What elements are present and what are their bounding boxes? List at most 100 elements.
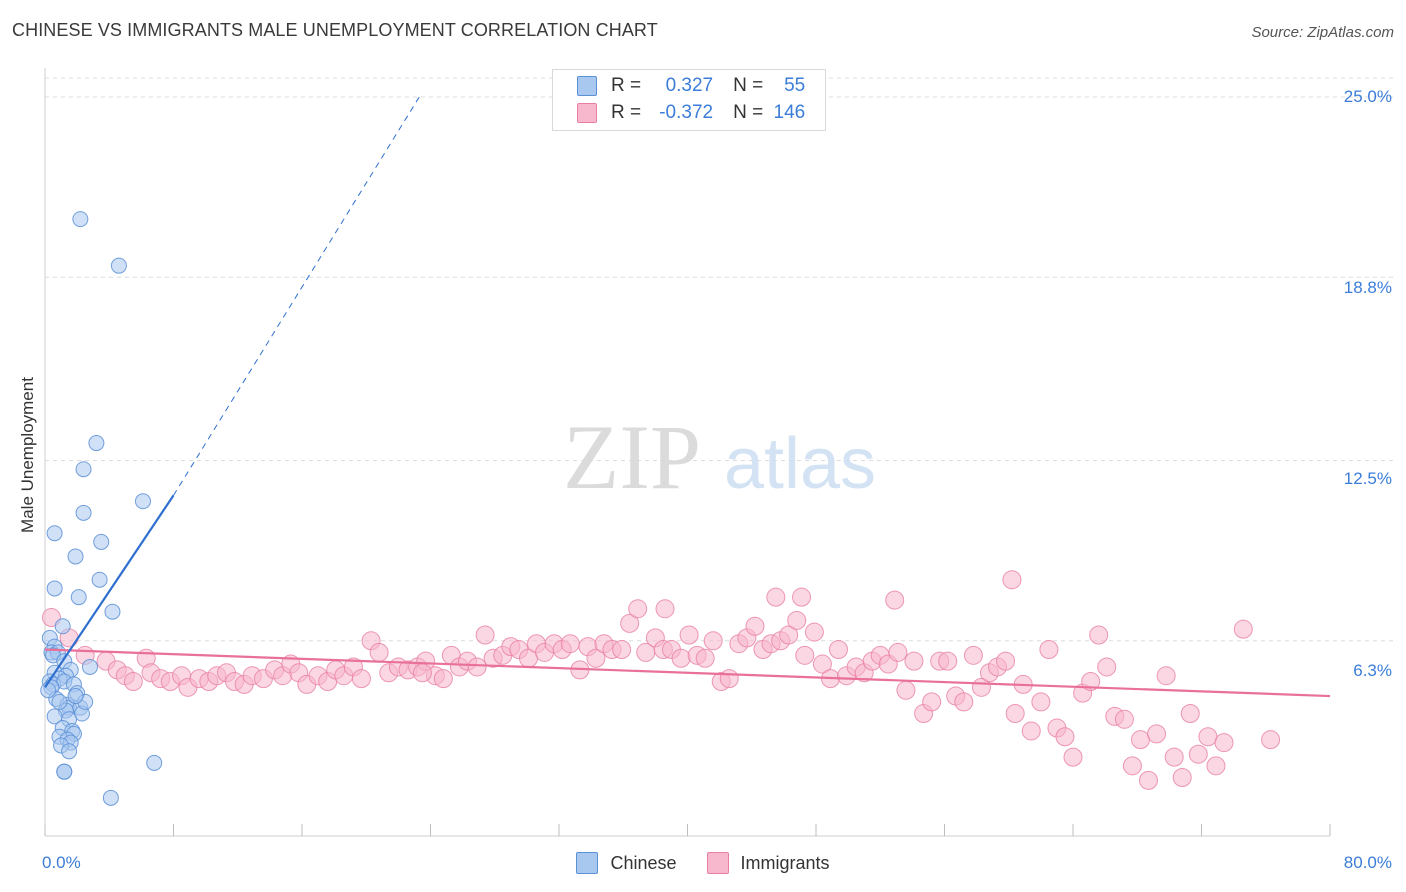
r-label: R = (611, 75, 642, 96)
chinese-point (61, 743, 78, 760)
immigrants-point (1002, 570, 1022, 590)
n-label: N = (733, 75, 764, 96)
chinese-trend-line (44, 494, 175, 688)
y-tick-label: 18.8% (1343, 278, 1392, 297)
chinese-point (91, 571, 108, 588)
chinese-point (75, 461, 92, 478)
immigrants-point (620, 613, 640, 633)
immigrants-point (1089, 625, 1109, 645)
immigrants-point (612, 640, 632, 660)
immigrants-point (679, 625, 699, 645)
immigrants-point (787, 610, 807, 630)
immigrants-point (412, 663, 432, 683)
immigrants-swatch (706, 852, 729, 874)
immigrants-point (1164, 747, 1184, 767)
immigrants-point (467, 657, 487, 677)
immigrants-point (1130, 730, 1150, 750)
immigrants-point (1081, 672, 1101, 692)
chinese-swatch (576, 852, 599, 874)
immigrants-point (896, 680, 916, 700)
immigrants-point (1063, 747, 1083, 767)
immigrants-point (695, 648, 715, 668)
immigrants-point (779, 625, 799, 645)
immigrants-trend-line (44, 648, 1331, 698)
immigrants-point (904, 651, 924, 671)
trend-lines (44, 96, 1331, 698)
immigrants-point (804, 622, 824, 642)
chinese-points (40, 211, 163, 806)
x-tick-label-min: 0.0% (42, 853, 81, 872)
chinese-point (102, 789, 119, 806)
immigrants-points (41, 570, 1281, 790)
immigrants-point (655, 599, 675, 619)
r-value: -0.372 (659, 102, 714, 123)
immigrants-point (1147, 724, 1167, 744)
immigrants-point (1233, 619, 1253, 639)
chinese-point (134, 493, 151, 510)
immigrants-point (1156, 666, 1176, 686)
immigrants-point (963, 645, 983, 665)
watermark-zip: ZIP (563, 406, 701, 508)
immigrants-point (1261, 730, 1281, 750)
immigrants-point (1055, 727, 1075, 747)
chinese-point (70, 589, 87, 606)
chinese-point (72, 211, 89, 228)
chinese-trend-extension (173, 96, 420, 496)
chinese-swatch (577, 76, 597, 96)
x-tick-label-max: 80.0% (1343, 853, 1392, 872)
immigrants-point (795, 645, 815, 665)
immigrants-point (938, 651, 958, 671)
chinese-point (88, 435, 105, 452)
immigrants-point (1138, 770, 1158, 790)
chinese-point (67, 688, 84, 705)
chinese-point (93, 533, 110, 550)
immigrants-point (828, 640, 848, 660)
chinese-point (56, 763, 73, 780)
y-tick-label: 25.0% (1343, 87, 1392, 106)
immigrants-point (628, 599, 648, 619)
immigrants-point (1188, 744, 1208, 764)
immigrants-point (1172, 767, 1192, 787)
n-label: N = (733, 102, 764, 123)
immigrants-point (369, 642, 389, 662)
source-label: Source: ZipAtlas.com (1251, 24, 1394, 41)
immigrants-point (123, 672, 143, 692)
immigrants-point (1031, 692, 1051, 712)
immigrants-point (996, 651, 1016, 671)
legend-item-chinese[interactable]: Chinese (576, 852, 677, 874)
gridlines (45, 77, 1395, 642)
immigrants-point (1097, 657, 1117, 677)
watermark-atlas: atlas (724, 424, 876, 504)
n-value: 146 (773, 102, 806, 123)
legend-row-immigrants: R = -0.372 N = 146 (577, 101, 805, 125)
legend-item-immigrants[interactable]: Immigrants (706, 852, 830, 874)
legend-label-chinese: Chinese (610, 852, 677, 873)
immigrants-point (671, 648, 691, 668)
legend-row-chinese: R = 0.327 N = 55 (577, 74, 805, 98)
y-tick-label: 12.5% (1343, 469, 1392, 488)
immigrants-point (766, 587, 786, 607)
chinese-point (54, 618, 71, 635)
immigrants-point (433, 669, 453, 689)
immigrants-point (922, 692, 942, 712)
immigrants-point (586, 648, 606, 668)
chinese-point (110, 257, 127, 274)
immigrants-point (745, 616, 765, 636)
immigrants-point (954, 692, 974, 712)
immigrants-point (475, 625, 495, 645)
legend-label-immigrants: Immigrants (740, 852, 830, 873)
n-value: 55 (784, 75, 806, 96)
immigrants-point (1206, 756, 1226, 776)
immigrants-point (1198, 727, 1218, 747)
chinese-point (46, 525, 63, 542)
immigrants-point (1214, 733, 1234, 753)
chinese-point (81, 658, 98, 675)
chinese-point (40, 682, 57, 699)
immigrants-point (888, 642, 908, 662)
immigrants-point (1114, 709, 1134, 729)
r-label: R = (611, 102, 642, 123)
chinese-point (75, 504, 92, 521)
watermark: ZIP atlas (563, 406, 876, 508)
chinese-point (67, 548, 84, 565)
